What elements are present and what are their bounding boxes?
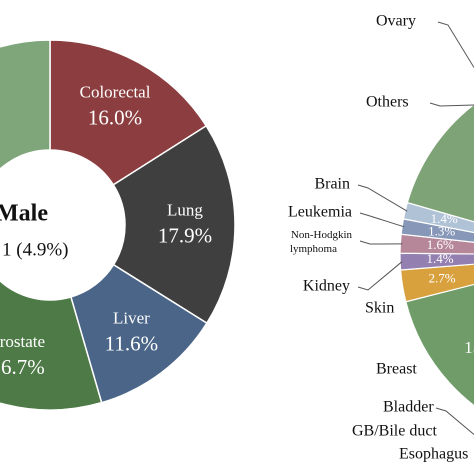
slice-name: Liver — [113, 309, 150, 328]
slice-name: Esophagus — [399, 446, 468, 463]
slice-name: Leukemia — [288, 204, 352, 221]
donut-slice — [399, 233, 474, 255]
leader-line — [357, 184, 408, 212]
slice-name: Ovary — [376, 13, 416, 30]
slice-name: Skin — [365, 300, 394, 317]
leader-line — [357, 261, 403, 291]
donut-slice — [49, 39, 208, 186]
donut-slice — [406, 103, 474, 223]
slice-name: Brain — [314, 176, 350, 193]
donut-slice — [405, 283, 474, 407]
slice-value: 2.7% — [428, 270, 455, 285]
slice-value: 16.7% — [0, 355, 45, 379]
leader-line — [429, 102, 474, 107]
donut-slice — [399, 252, 474, 271]
male-donut: Colorectal 16.0% Lung 17.9% Liver 11.6% Prosta… — [0, 39, 236, 411]
slice-value: 11.6% — [105, 332, 158, 356]
donut-slice — [402, 201, 474, 234]
slice-name: Breast — [376, 361, 417, 378]
slice-value: 16.0% — [88, 106, 142, 130]
slice-name: Lung — [167, 200, 203, 219]
slice-name: Others — [366, 94, 409, 111]
slice-name: GB/Bile duct — [352, 423, 437, 440]
leader-line — [359, 212, 405, 228]
center-subtitle: 1 (4.9%) — [2, 239, 68, 260]
slice-value: 15.5% — [464, 338, 474, 357]
donut-slice — [399, 263, 474, 303]
leader-line — [435, 407, 474, 435]
donut-slice — [0, 279, 103, 411]
slice-value: 1.6% — [427, 237, 454, 252]
slice-value: 1.4% — [427, 251, 454, 266]
leader-line — [437, 21, 474, 68]
female-donut: Esophagus GB/Bile duct Bladder 15.5% Breast 2… — [288, 13, 474, 463]
slice-name: Prostate — [0, 332, 45, 351]
slice-name: Kidney — [303, 278, 350, 295]
slice-name: Bladder — [383, 399, 434, 416]
donut-slice — [400, 218, 474, 243]
slice-name: Colorectal — [80, 83, 151, 102]
donut-slice — [0, 39, 51, 171]
donut-slice — [112, 124, 236, 325]
slice-value: 17.9% — [158, 223, 212, 247]
center-title: Male — [0, 201, 48, 227]
slice-name: Non-Hodgkin lymphoma — [290, 229, 353, 255]
leader-line — [359, 240, 403, 245]
